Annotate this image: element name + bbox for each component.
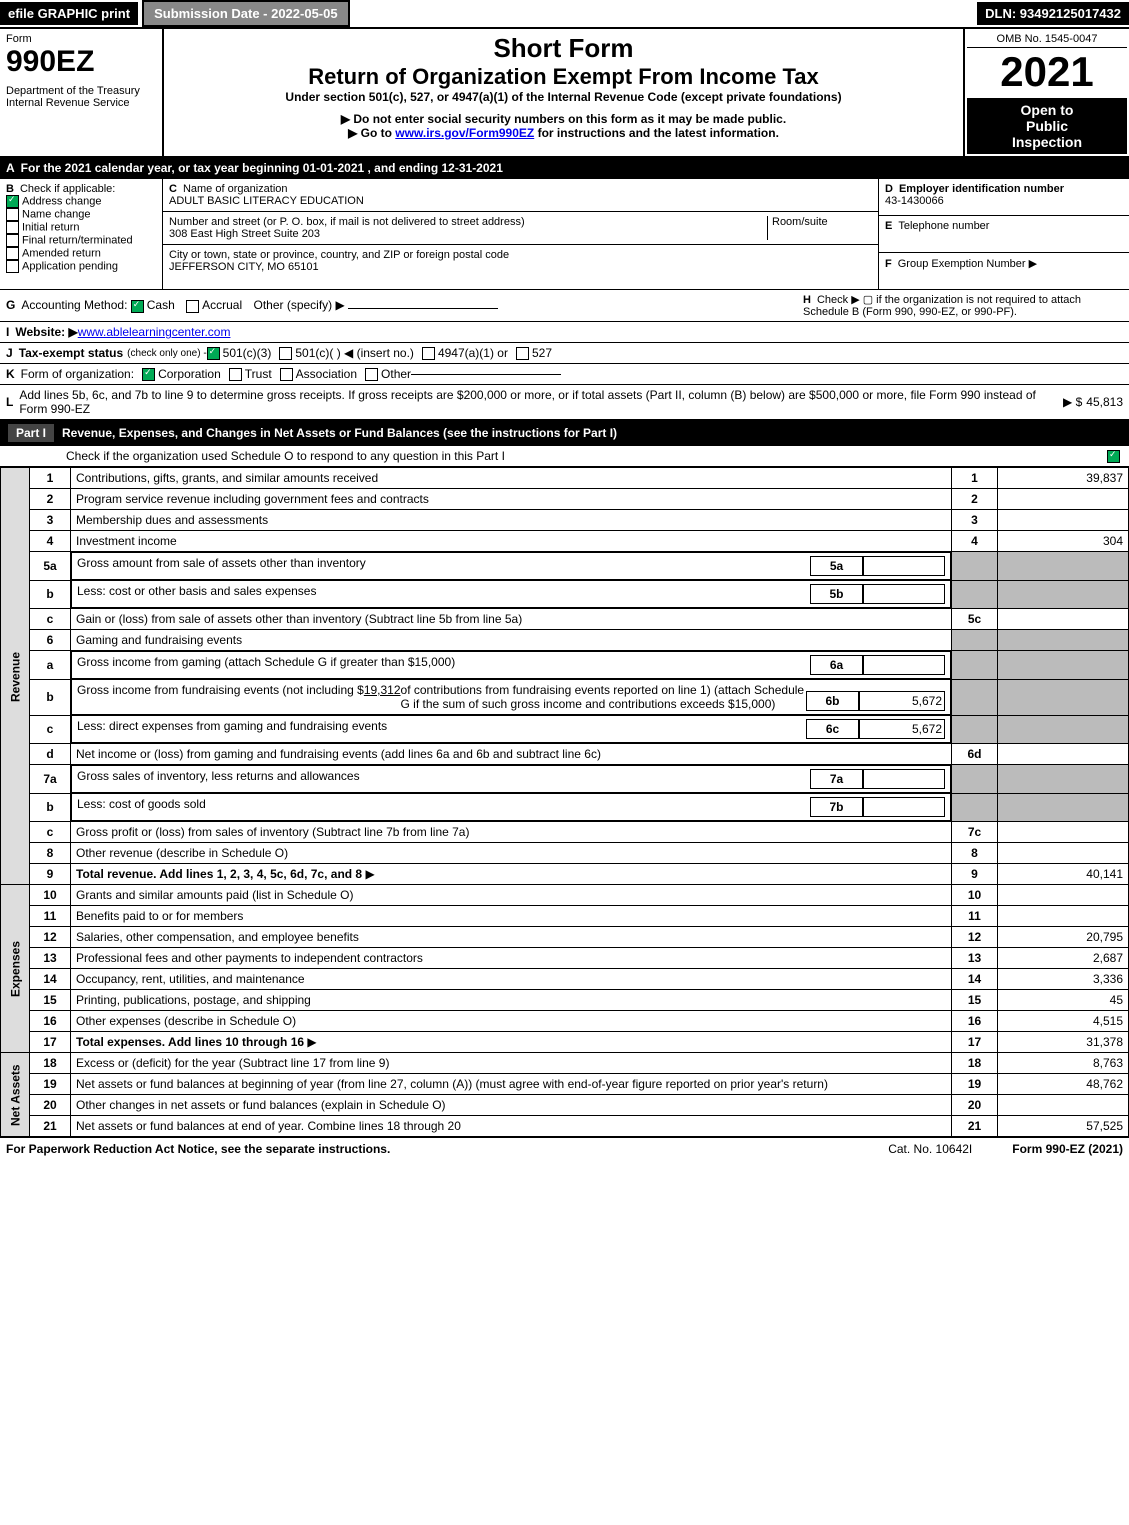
top-bar: efile GRAPHIC print Submission Date - 20… xyxy=(0,0,1129,29)
val-18: 8,763 xyxy=(998,1053,1129,1074)
org-city: JEFFERSON CITY, MO 65101 xyxy=(169,261,319,273)
row-gh: GAccounting Method: Cash Accrual Other (… xyxy=(0,290,1129,322)
footer-left: For Paperwork Reduction Act Notice, see … xyxy=(6,1142,390,1156)
chk-assoc[interactable] xyxy=(280,368,293,381)
website-link[interactable]: www.ablelearningcenter.com xyxy=(78,325,231,339)
chk-pending[interactable] xyxy=(6,260,19,273)
row-j: JTax-exempt status (check only one) - 50… xyxy=(0,343,1129,364)
part1-header: Part I Revenue, Expenses, and Changes in… xyxy=(0,420,1129,446)
form-number: 990EZ xyxy=(6,45,156,79)
header-left: Form 990EZ Department of the Treasury In… xyxy=(0,29,164,156)
org-name: ADULT BASIC LITERACY EDUCATION xyxy=(169,195,364,207)
footer-cat: Cat. No. 10642I xyxy=(888,1142,972,1156)
val-13: 2,687 xyxy=(998,948,1129,969)
fundraising-excl: 19,312 xyxy=(364,683,401,711)
chk-name-change[interactable] xyxy=(6,208,19,221)
row-a-text: For the 2021 calendar year, or tax year … xyxy=(21,161,503,175)
gross-receipts: 45,813 xyxy=(1086,395,1123,409)
chk-schedule-o[interactable] xyxy=(1107,450,1120,463)
val-16: 4,515 xyxy=(998,1011,1129,1032)
short-form-title: Short Form xyxy=(170,33,957,64)
header-center: Short Form Return of Organization Exempt… xyxy=(164,29,963,156)
col-b: BCheck if applicable: Address change Nam… xyxy=(0,179,163,289)
efile-label[interactable]: efile GRAPHIC print xyxy=(0,2,138,25)
val-4: 304 xyxy=(998,531,1129,552)
val-12: 20,795 xyxy=(998,927,1129,948)
chk-corp[interactable] xyxy=(142,368,155,381)
val-19: 48,762 xyxy=(998,1074,1129,1095)
submission-date: Submission Date - 2022-05-05 xyxy=(142,0,350,27)
row-l: L Add lines 5b, 6c, and 7b to line 9 to … xyxy=(0,385,1129,420)
val-6b: 5,672 xyxy=(859,691,945,711)
row-i: IWebsite: ▶ www.ablelearningcenter.com xyxy=(0,322,1129,343)
netassets-vlabel: Net Assets xyxy=(1,1053,30,1137)
note-goto: ▶ Go to www.irs.gov/Form990EZ for instru… xyxy=(170,126,957,140)
chk-501c3[interactable] xyxy=(207,347,220,360)
main-title: Return of Organization Exempt From Incom… xyxy=(170,64,957,90)
chk-4947[interactable] xyxy=(422,347,435,360)
chk-trust[interactable] xyxy=(229,368,242,381)
chk-other-org[interactable] xyxy=(365,368,378,381)
irs-link[interactable]: www.irs.gov/Form990EZ xyxy=(395,126,534,140)
org-address: 308 East High Street Suite 203 xyxy=(169,228,320,240)
dln: DLN: 93492125017432 xyxy=(977,2,1129,25)
header-right: OMB No. 1545-0047 2021 Open to Public In… xyxy=(963,29,1129,156)
expenses-vlabel: Expenses xyxy=(1,885,30,1053)
inspection-badge: Open to Public Inspection xyxy=(967,98,1127,154)
val-15: 45 xyxy=(998,990,1129,1011)
col-c: CName of organization ADULT BASIC LITERA… xyxy=(163,179,878,289)
tax-year: 2021 xyxy=(967,48,1127,96)
ein: 43-1430066 xyxy=(885,195,944,207)
note-ssn: ▶ Do not enter social security numbers o… xyxy=(170,112,957,126)
chk-address-change[interactable] xyxy=(6,195,19,208)
revenue-vlabel: Revenue xyxy=(1,468,30,885)
dept-treasury: Department of the Treasury xyxy=(6,85,156,97)
footer: For Paperwork Reduction Act Notice, see … xyxy=(0,1137,1129,1160)
bcdef-block: BCheck if applicable: Address change Nam… xyxy=(0,179,1129,290)
part1-table: Revenue 1Contributions, gifts, grants, a… xyxy=(0,467,1129,1137)
chk-amended[interactable] xyxy=(6,247,19,260)
val-1: 39,837 xyxy=(998,468,1129,489)
row-a: A For the 2021 calendar year, or tax yea… xyxy=(0,158,1129,179)
val-17: 31,378 xyxy=(998,1032,1129,1053)
chk-501c[interactable] xyxy=(279,347,292,360)
form-header: Form 990EZ Department of the Treasury In… xyxy=(0,29,1129,158)
part1-title: Revenue, Expenses, and Changes in Net As… xyxy=(62,426,617,440)
irs-label: Internal Revenue Service xyxy=(6,97,156,109)
chk-accrual[interactable] xyxy=(186,300,199,313)
part1-check-row: Check if the organization used Schedule … xyxy=(0,446,1129,467)
val-21: 57,525 xyxy=(998,1116,1129,1137)
chk-cash[interactable] xyxy=(131,300,144,313)
subtitle: Under section 501(c), 527, or 4947(a)(1)… xyxy=(170,90,957,104)
chk-final-return[interactable] xyxy=(6,234,19,247)
col-def: DEmployer identification number 43-14300… xyxy=(878,179,1129,289)
omb-number: OMB No. 1545-0047 xyxy=(967,31,1127,48)
val-9: 40,141 xyxy=(998,864,1129,885)
form-word: Form xyxy=(6,33,156,45)
footer-right: Form 990-EZ (2021) xyxy=(1012,1142,1123,1156)
chk-527[interactable] xyxy=(516,347,529,360)
chk-initial-return[interactable] xyxy=(6,221,19,234)
val-6c: 5,672 xyxy=(859,719,945,739)
row-h-text: Check ▶ ▢ if the organization is not req… xyxy=(803,294,1081,318)
part1-label: Part I xyxy=(8,424,54,442)
row-k: KForm of organization: Corporation Trust… xyxy=(0,364,1129,385)
val-14: 3,336 xyxy=(998,969,1129,990)
